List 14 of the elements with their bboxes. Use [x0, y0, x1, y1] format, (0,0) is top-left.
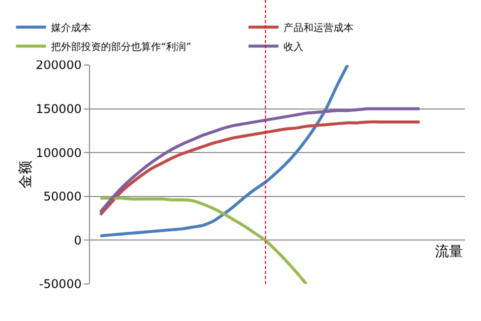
y-tick-label: 50000 [43, 190, 82, 204]
y-tick-label: -50000 [39, 277, 82, 292]
y-axis-title: 金额 [18, 160, 34, 188]
legend-label: 收入 [284, 41, 304, 54]
y-tick-label: 0 [74, 233, 82, 248]
legend-label: 媒介成本 [51, 22, 91, 34]
y-tick-label: 100000 [36, 146, 82, 160]
line-series [98, 65, 350, 238]
x-axis-title: 流量 [435, 244, 463, 260]
legend-label: 产品和运营成本 [284, 22, 354, 34]
y-tick-label: 200000 [36, 58, 82, 72]
line-series [98, 196, 308, 284]
y-tick-label: 150000 [36, 102, 82, 116]
legend-label: 把外部投资的部分也算作“利润” [51, 41, 192, 54]
